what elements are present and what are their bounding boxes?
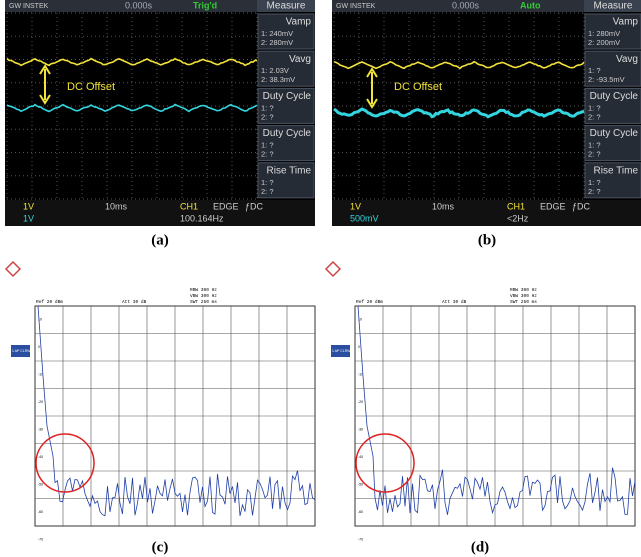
- rbw: RBW 300 Hz: [190, 287, 217, 293]
- coupling: ƒDC: [572, 201, 591, 211]
- trigger-status: Trig'd: [193, 0, 217, 10]
- panel-label: (b): [478, 232, 496, 248]
- y-label: -40: [358, 455, 363, 459]
- measure-ch1: 1: ?: [261, 178, 274, 187]
- trigger-status: Auto: [520, 0, 541, 10]
- measure-ch2: 2: ?: [588, 150, 601, 159]
- ch2-scale: 1V: [23, 213, 34, 223]
- coupling: ƒDC: [245, 201, 264, 211]
- y-label: -50: [358, 483, 363, 487]
- y-label: -20: [38, 400, 43, 404]
- measure-name: Rise Time: [267, 165, 312, 176]
- measure-name: Duty Cycle: [263, 91, 312, 102]
- y-label: 0: [38, 345, 40, 349]
- time: 0.000s: [125, 0, 153, 10]
- measure-ch2: 2: ?: [588, 187, 601, 196]
- brand: GW INSTEK: [336, 3, 376, 10]
- rbw: RBW 300 Hz: [510, 287, 537, 293]
- measure-name: Rise Time: [594, 165, 639, 176]
- figure: GW INSTEK 0.000s Trig'd Measure DC Offset Vam…: [0, 0, 641, 557]
- y-label: -40: [38, 455, 43, 459]
- brand: GW INSTEK: [9, 3, 49, 10]
- measure-ch1: 1: ?: [588, 178, 601, 187]
- measure-ch2: 2: ?: [261, 150, 274, 159]
- trigger-type: EDGE: [213, 201, 239, 211]
- measure-ch1: 1: ?: [588, 66, 601, 75]
- measure-ch1: 1: ?: [261, 141, 274, 150]
- menu-title: Measure: [267, 1, 306, 12]
- y-label: -10: [38, 373, 43, 377]
- y-label: -10: [358, 373, 363, 377]
- measure-ch1: 1: ?: [588, 141, 601, 150]
- panel-label: (c): [152, 539, 169, 555]
- measure-name: Duty Cycle: [590, 91, 639, 102]
- measure-ch2: 2: 38.3mV: [261, 75, 295, 84]
- measure-ch2: 2: ?: [261, 112, 274, 121]
- measure-ch2: 2: ?: [588, 112, 601, 121]
- y-label: -70: [358, 538, 363, 542]
- measure-name: Vavg: [289, 54, 311, 65]
- trigger-source: CH1: [507, 201, 525, 211]
- ch1-scale: 1V: [350, 201, 361, 211]
- timebase: 10ms: [432, 201, 455, 211]
- measure-ch2: 2: 280mV: [261, 38, 293, 47]
- y-label: -30: [358, 428, 363, 432]
- measure-ch2: 2: ?: [261, 187, 274, 196]
- y-label: -60: [38, 510, 43, 514]
- swt: SWT 250 ms: [190, 299, 217, 305]
- menu-title: Measure: [594, 1, 633, 12]
- frequency: <2Hz: [507, 213, 529, 223]
- y-label: -30: [38, 428, 43, 432]
- att: Att 30 dB: [442, 299, 467, 305]
- y-label: 0: [358, 345, 360, 349]
- annotation: DC Offset: [394, 81, 442, 93]
- measure-ch2: 2: 200mV: [588, 38, 620, 47]
- trace-label: 1 AP CLRWR: [332, 349, 354, 353]
- ref: Ref 20 dBm: [36, 299, 63, 305]
- panel-label: (a): [151, 232, 169, 248]
- annotation: DC Offset: [67, 81, 115, 93]
- y-label: -70: [38, 538, 43, 542]
- time: 0.000s: [452, 0, 480, 10]
- att: Att 30 dB: [122, 299, 147, 305]
- timebase: 10ms: [105, 201, 128, 211]
- measure-name: Duty Cycle: [263, 128, 312, 139]
- measure-name: Vamp: [613, 17, 639, 28]
- measure-ch1: 1: 280mV: [588, 29, 620, 38]
- logo: [6, 262, 20, 276]
- frequency: 100.164Hz: [180, 213, 224, 223]
- status-bar: [5, 200, 315, 226]
- trigger-type: EDGE: [540, 201, 566, 211]
- measure-ch2: 2: -93.5mV: [588, 75, 625, 84]
- measure-ch1: 1: ?: [261, 103, 274, 112]
- logo: [326, 262, 340, 276]
- y-label: -50: [38, 483, 43, 487]
- measure-name: Vamp: [286, 17, 312, 28]
- measure-ch1: 1: ?: [588, 103, 601, 112]
- measure-ch1: 1: 240mV: [261, 29, 293, 38]
- measure-name: Vavg: [616, 54, 638, 65]
- y-label: -60: [358, 510, 363, 514]
- ch1-scale: 1V: [23, 201, 34, 211]
- swt: SWT 250 ms: [510, 299, 537, 305]
- trigger-source: CH1: [180, 201, 198, 211]
- ch2-scale: 500mV: [350, 213, 379, 223]
- vbw: VBW 300 Hz: [190, 293, 217, 299]
- vbw: VBW 300 Hz: [510, 293, 537, 299]
- measure-ch1: 1: 2.03V: [261, 66, 289, 75]
- panel-label: (d): [471, 539, 489, 555]
- trace-label: 1 AP CLRWR: [12, 349, 34, 353]
- y-label: -20: [358, 400, 363, 404]
- ref: Ref 20 dBm: [356, 299, 383, 305]
- measure-name: Duty Cycle: [590, 128, 639, 139]
